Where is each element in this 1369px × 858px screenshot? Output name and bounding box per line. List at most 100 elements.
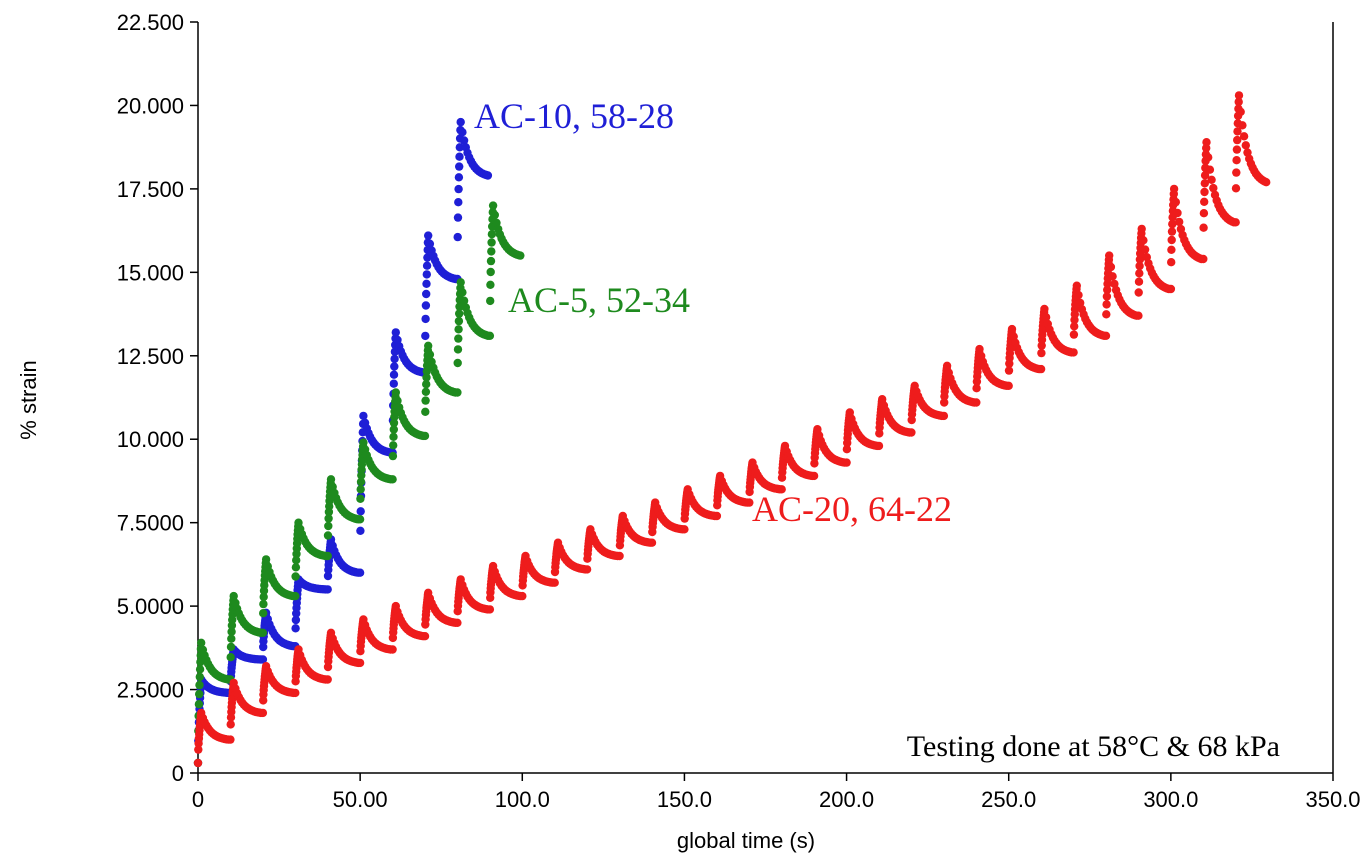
- data-point: [421, 387, 431, 396]
- data-point: [486, 296, 495, 306]
- y-axis-ticks: 0 2.5000 5.0000 7.5000 10.000 12.500 15.000 17.…: [117, 10, 198, 786]
- data-point: [1004, 366, 1014, 375]
- data-point: [680, 525, 689, 534]
- data-point: [323, 571, 333, 581]
- data-point: [745, 498, 754, 507]
- series-layer: [193, 91, 1271, 768]
- plot-axes: [197, 22, 1334, 774]
- data-point: [1135, 255, 1145, 264]
- data-point: [1236, 107, 1245, 117]
- data-point: [453, 232, 462, 242]
- data-point: [1168, 219, 1177, 229]
- data-point: [1137, 224, 1146, 234]
- data-point: [390, 354, 399, 364]
- data-point: [874, 441, 884, 451]
- x-tick-label: 150.0: [657, 787, 712, 812]
- x-tick-label: 100.0: [495, 787, 550, 812]
- data-point: [1167, 245, 1176, 254]
- data-point: [1199, 209, 1209, 218]
- data-point: [388, 475, 397, 484]
- data-point: [1199, 254, 1208, 264]
- data-point: [486, 280, 495, 289]
- data-point: [226, 720, 235, 729]
- data-point: [1105, 251, 1114, 260]
- data-point: [359, 411, 368, 421]
- data-point: [229, 591, 238, 601]
- data-point: [1134, 288, 1143, 297]
- data-point: [422, 380, 431, 389]
- data-point: [421, 301, 431, 310]
- data-point: [291, 615, 301, 625]
- data-point: [261, 555, 271, 564]
- data-point: [1106, 262, 1116, 272]
- data-point: [582, 565, 592, 574]
- data-point: [195, 672, 204, 682]
- data-point: [421, 314, 430, 324]
- data-point: [422, 270, 431, 279]
- y-tick-label: 20.000: [117, 93, 184, 118]
- data-point: [1169, 184, 1179, 194]
- data-point: [393, 396, 402, 405]
- data-point: [1199, 223, 1208, 232]
- data-point: [421, 331, 430, 341]
- data-point: [388, 451, 398, 461]
- data-point: [421, 407, 430, 416]
- data-point: [326, 475, 336, 484]
- data-point: [1036, 364, 1046, 374]
- data-point: [323, 531, 333, 540]
- series-label-ac5: AC-5, 52-34: [508, 280, 690, 320]
- data-point: [455, 309, 464, 318]
- x-tick-label: 250.0: [981, 787, 1036, 812]
- y-axis-title: % strain: [16, 360, 41, 439]
- data-point: [292, 556, 301, 565]
- data-point: [356, 477, 366, 486]
- data-point: [516, 251, 525, 260]
- y-tick-label: 2.5000: [117, 678, 184, 703]
- data-point: [355, 658, 365, 668]
- data-point: [712, 511, 722, 521]
- data-point: [323, 551, 332, 561]
- data-point: [258, 655, 268, 664]
- data-point: [424, 341, 433, 350]
- x-tick-label: 300.0: [1143, 787, 1198, 812]
- data-point: [1200, 179, 1210, 188]
- x-tick-label: 0: [192, 787, 204, 812]
- data-point: [453, 213, 463, 222]
- data-point: [1135, 261, 1144, 271]
- data-point: [1205, 165, 1215, 174]
- data-point: [291, 591, 300, 601]
- data-point: [388, 645, 397, 654]
- data-point: [942, 361, 952, 370]
- data-point: [356, 494, 365, 503]
- data-point: [1234, 91, 1244, 100]
- data-point: [1134, 311, 1143, 320]
- data-point: [291, 572, 300, 581]
- data-point: [424, 231, 433, 240]
- data-point: [1167, 258, 1176, 267]
- data-point: [324, 521, 333, 531]
- y-tick-label: 22.500: [117, 10, 184, 35]
- data-point: [389, 379, 398, 388]
- data-point: [458, 128, 467, 137]
- data-point: [454, 173, 464, 182]
- data-point: [842, 445, 852, 454]
- x-tick-label: 350.0: [1305, 787, 1360, 812]
- data-point: [391, 328, 400, 337]
- data-point: [194, 700, 204, 709]
- data-point: [455, 302, 464, 311]
- data-point: [422, 261, 432, 270]
- data-point: [291, 624, 300, 633]
- data-point: [487, 238, 496, 247]
- data-point: [454, 184, 463, 194]
- data-point: [455, 162, 464, 171]
- data-point: [421, 396, 430, 405]
- data-point: [485, 605, 495, 614]
- data-point: [1207, 175, 1216, 184]
- data-point: [1069, 330, 1079, 339]
- series-label-ac20: AC-20, 64-22: [752, 489, 952, 529]
- data-point: [193, 758, 203, 768]
- data-point: [454, 316, 464, 326]
- data-point: [1076, 298, 1085, 308]
- data-point: [454, 325, 463, 334]
- data-point: [1232, 156, 1241, 165]
